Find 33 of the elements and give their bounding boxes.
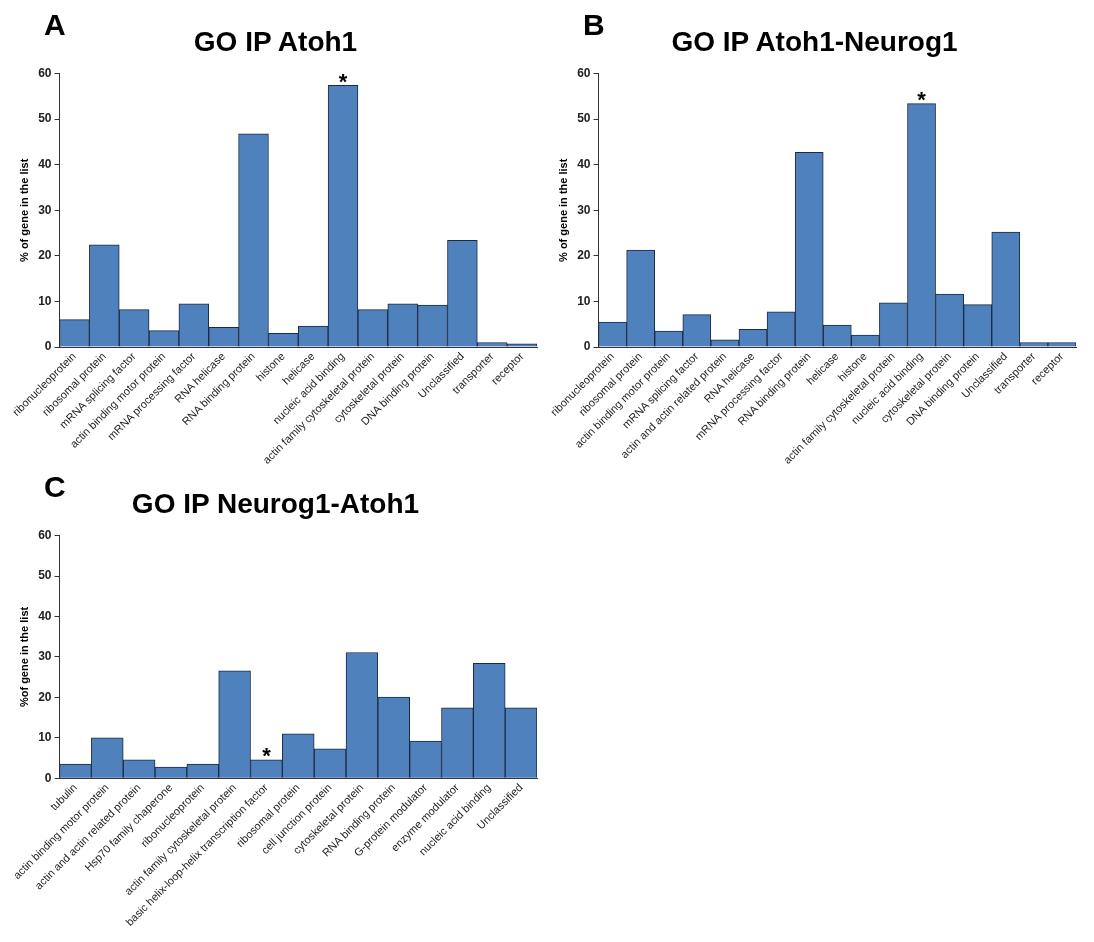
- y-tick-label: 50: [38, 111, 52, 126]
- y-tick-label: 0: [583, 339, 591, 354]
- y-tick-label: 40: [38, 608, 52, 623]
- annotation: *: [917, 86, 927, 112]
- chart-title: GO IP Neurog1-Atoh1: [131, 487, 420, 519]
- y-tick-label: 60: [38, 65, 52, 80]
- text: B: [583, 8, 605, 42]
- chart-title: GO IP Atoh1: [193, 25, 358, 57]
- y-tick-label: 50: [577, 111, 591, 126]
- y-tick-label: 30: [38, 649, 52, 664]
- y-axis-title: % of gene in the list: [556, 158, 569, 262]
- annotation: *: [338, 68, 348, 94]
- y-tick-label: 40: [577, 157, 591, 172]
- y-tick-label: 50: [38, 568, 52, 583]
- y-tick-label: 20: [577, 248, 591, 263]
- y-tick-label: 0: [44, 770, 52, 785]
- y-tick-label: 0: [44, 339, 52, 354]
- y-tick-label: 60: [577, 65, 591, 80]
- annotation: *: [262, 742, 272, 768]
- y-tick-label: 40: [38, 157, 52, 172]
- y-tick-label: 10: [38, 730, 52, 745]
- y-tick-label: 20: [38, 689, 52, 704]
- y-axis-title: %of gene in the list: [17, 606, 30, 708]
- y-tick-label: 30: [577, 202, 591, 217]
- text: A: [44, 8, 66, 42]
- y-axis-title: % of gene in the list: [17, 158, 30, 262]
- y-tick-label: 30: [38, 202, 52, 217]
- text: C: [44, 470, 66, 504]
- y-tick-label: 20: [38, 248, 52, 263]
- y-tick-label: 60: [38, 527, 52, 542]
- y-tick-label: 10: [577, 293, 591, 308]
- y-tick-label: 10: [38, 293, 52, 308]
- chart-title: GO IP Atoh1-Neurog1: [671, 25, 958, 57]
